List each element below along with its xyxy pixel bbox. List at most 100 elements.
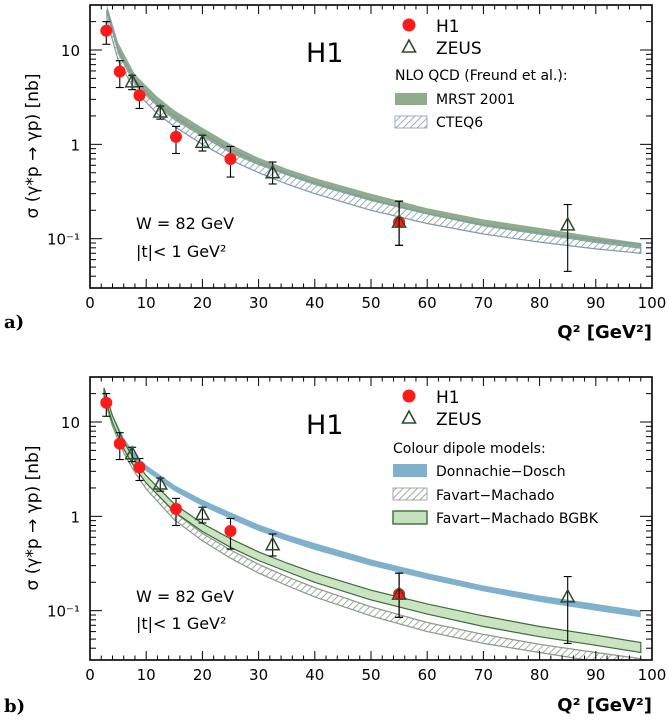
legend-h1-label: H1 — [436, 388, 460, 408]
point-zeus — [152, 475, 169, 492]
marker-zeus — [264, 536, 281, 551]
point-zeus — [559, 576, 576, 644]
x-tick-label: 70 — [474, 666, 493, 684]
marker-zeus — [391, 213, 407, 228]
marker-h1 — [113, 65, 126, 78]
band-favart-machado-bgbk — [103, 387, 642, 654]
data-points — [100, 21, 576, 272]
marker-zeus — [124, 73, 140, 88]
x-tick-label: 30 — [249, 666, 268, 684]
marker-h1 — [113, 437, 126, 450]
x-tick-label: 70 — [474, 294, 493, 312]
x-tick-label: 0 — [85, 294, 95, 312]
legend-h1-marker — [402, 389, 416, 403]
point-zeus — [264, 161, 281, 185]
y-tick-label: 10⁻¹ — [47, 603, 80, 621]
x-tick-label: 80 — [530, 666, 549, 684]
legend-cteq-label: CTEQ6 — [436, 115, 483, 131]
marker-h1 — [133, 461, 146, 474]
point-h1 — [224, 145, 237, 178]
y-tick-label: 10 — [61, 414, 80, 432]
legend-bgbk-label: Favart−Machado BGBK — [436, 511, 599, 527]
x-tick-label: 20 — [193, 666, 212, 684]
marker-zeus — [264, 164, 281, 179]
theory-bands — [106, 5, 642, 254]
point-zeus — [264, 533, 281, 557]
annotation-w: W = 82 GeV — [136, 587, 234, 606]
band-donnachie-dosch — [104, 389, 641, 618]
panel-label: a) — [4, 312, 24, 333]
legend-mrst-swatch — [395, 93, 427, 105]
x-tick-label: 50 — [361, 666, 380, 684]
legend-mrst-label: MRST 2001 — [436, 92, 515, 108]
legend-dd-swatch — [393, 464, 427, 477]
legend: H1 ZEUS NLO QCD (Freund et al.): MRST 20… — [394, 17, 568, 131]
legend-band-title: Colour dipole models: — [393, 441, 546, 457]
point-zeus — [391, 572, 407, 618]
point-zeus — [124, 445, 140, 463]
marker-h1 — [169, 502, 182, 515]
legend-cteq-swatch — [394, 115, 428, 129]
x-tick-label: 100 — [638, 294, 667, 312]
data-points — [100, 393, 576, 644]
legend-fm-swatch — [392, 487, 428, 501]
y-tick-label: 1 — [70, 508, 80, 526]
marker-h1 — [100, 24, 113, 37]
annotation-w: W = 82 GeV — [136, 214, 234, 233]
marker-h1 — [133, 89, 146, 102]
marker-h1 — [224, 152, 237, 165]
marker-h1 — [224, 524, 237, 537]
point-h1 — [100, 21, 113, 45]
theory-bands — [103, 387, 642, 660]
watermark: H1 — [306, 410, 343, 441]
point-h1 — [113, 432, 126, 461]
legend-dd-label: Donnachie−Dosch — [436, 464, 566, 480]
marker-zeus — [152, 475, 169, 490]
marker-zeus — [124, 445, 140, 460]
y-axis-label: σ (γ*p → γp) [nb] — [23, 74, 43, 219]
x-tick-label: 90 — [586, 294, 605, 312]
point-h1 — [224, 517, 237, 550]
legend-zeus-label: ZEUS — [436, 410, 482, 430]
point-h1 — [133, 85, 146, 110]
watermark: H1 — [306, 38, 343, 69]
x-tick-label: 80 — [530, 294, 549, 312]
point-h1 — [133, 457, 146, 482]
axis-ticks: 0 10 20 30 40 50 60 70 80 90 100 10 1 10⁻¹ — [47, 4, 667, 312]
x-tick-label: 90 — [586, 666, 605, 684]
point-zeus — [391, 200, 407, 246]
x-tick-label: 10 — [137, 294, 156, 312]
y-tick-label: 10⁻¹ — [47, 231, 80, 249]
legend-zeus-marker — [401, 409, 417, 424]
x-tick-label: 40 — [305, 666, 324, 684]
legend-zeus-marker — [401, 38, 417, 53]
axis-ticks: 0 10 20 30 40 50 60 70 80 90 100 10 1 10⁻¹ — [47, 376, 666, 684]
legend-h1-label: H1 — [436, 17, 460, 37]
band-favart-machado — [103, 391, 642, 660]
point-zeus — [194, 133, 211, 152]
band-cteq6 — [106, 9, 642, 254]
legend: H1 ZEUS Colour dipole models: Donnachie−… — [392, 388, 599, 527]
point-zeus — [152, 103, 169, 120]
x-axis-label: Q² [GeV²] — [557, 322, 652, 343]
annotation-t: |t|< 1 GeV² — [136, 614, 226, 633]
x-tick-label: 60 — [418, 666, 437, 684]
legend-bgbk-swatch — [392, 510, 428, 525]
point-zeus — [194, 505, 211, 524]
legend-fm-label: Favart−Machado — [436, 488, 554, 504]
point-h1 — [100, 393, 113, 417]
point-h1 — [169, 497, 182, 527]
point-h1 — [113, 60, 126, 89]
marker-zeus — [194, 505, 211, 521]
point-h1 — [169, 125, 182, 155]
annotation-t: |t|< 1 GeV² — [136, 242, 226, 261]
x-tick-label: 60 — [418, 294, 437, 312]
x-tick-label: 10 — [137, 666, 156, 684]
x-tick-label: 40 — [305, 294, 324, 312]
legend-band-title: NLO QCD (Freund et al.): — [395, 68, 568, 84]
marker-h1 — [100, 396, 113, 409]
marker-zeus — [559, 588, 576, 603]
marker-zeus — [559, 216, 576, 231]
marker-zeus — [194, 133, 211, 149]
